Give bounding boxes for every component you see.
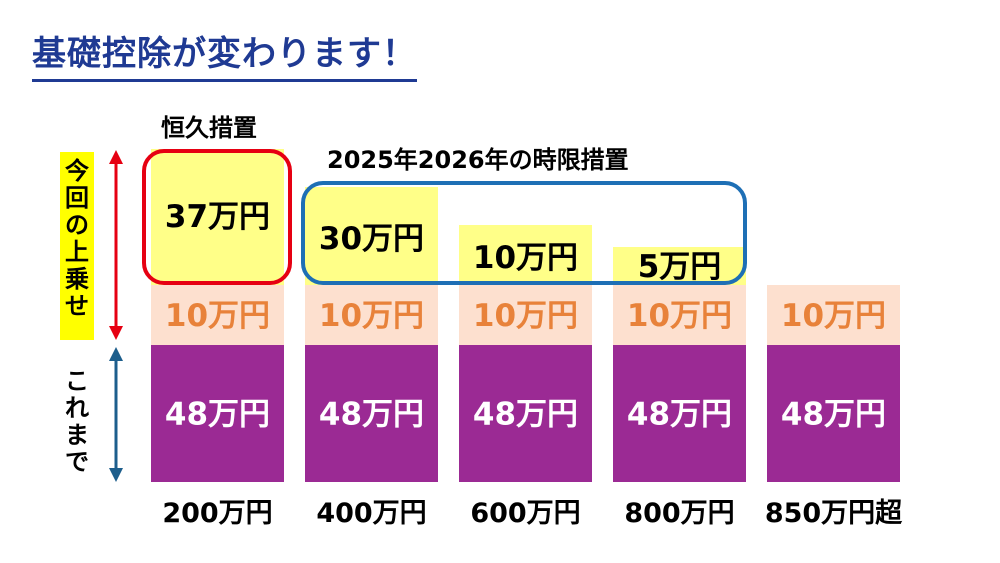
bar-base-segment [459,345,592,482]
bar-base-label: 48万円 [781,397,886,433]
bar-base-segment [613,345,746,482]
category-tick-label: 400万円 [316,498,426,529]
temporary-measure-frame [301,181,747,285]
bar-base-segment [151,345,284,482]
bar-new-addition-label: 30万円 [319,221,424,257]
bar-base-segment [305,345,438,482]
page-title: 基礎控除が変わります！ [32,26,417,82]
current-arrow-head-down [109,468,123,482]
permanent-measure-frame [142,149,292,285]
bar-prior-addition-segment [305,285,438,345]
bar-prior-addition-label: 10万円 [473,298,578,334]
temporary-measure-label: 2025年2026年の時限措置 [327,146,629,174]
bar-prior-addition-segment [151,285,284,345]
increase-axis-label: 今回の上乗せ [60,152,94,340]
current-arrow-head-up [109,347,123,361]
bar-prior-addition-segment [613,285,746,345]
current-axis-label: これまで [65,367,89,476]
bar-base-label: 48万円 [627,397,732,433]
permanent-measure-label: 恒久措置 [161,114,257,142]
bar-base-label: 48万円 [165,397,270,433]
bar-base-label: 48万円 [319,397,424,433]
bar-prior-addition-segment [459,285,592,345]
bar-prior-addition-label: 10万円 [319,298,424,334]
bar-prior-addition-label: 10万円 [627,298,732,334]
category-tick-label: 600万円 [470,498,580,529]
bar-base-segment [767,345,900,482]
category-tick-label: 200万円 [162,498,272,529]
category-tick-label: 800万円 [624,498,734,529]
bar-new-addition-segment [459,225,592,285]
increase-arrow-head-up [109,150,123,164]
bar-new-addition-label: 10万円 [473,240,578,276]
category-tick-label: 850万円超 [765,498,903,529]
bar-new-addition-label: 5万円 [638,249,722,285]
increase-arrow-head-down [109,326,123,340]
bar-prior-addition-segment [767,285,900,345]
bar-prior-addition-label: 10万円 [165,298,270,334]
bar-new-addition-label: 37万円 [165,199,270,235]
bar-new-addition-segment [151,149,284,285]
bar-prior-addition-label: 10万円 [781,298,886,334]
bar-new-addition-segment [613,247,746,285]
bar-base-label: 48万円 [473,397,578,433]
bar-new-addition-segment [305,187,438,285]
